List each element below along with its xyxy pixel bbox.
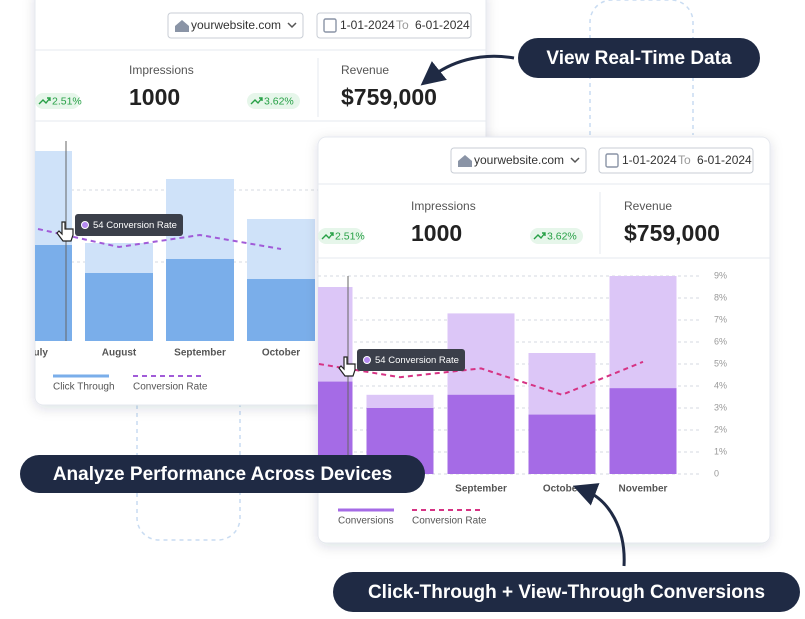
metric-value: $759,000 xyxy=(341,84,437,110)
line-series xyxy=(318,360,644,396)
metric-value: 1000 xyxy=(129,84,180,110)
banner xyxy=(333,572,800,612)
bar xyxy=(85,273,153,341)
change-badge xyxy=(530,228,583,244)
hand-cursor xyxy=(338,356,356,377)
banner-text: Click-Through + View-Through Conversions xyxy=(368,582,765,603)
card-content: yourwebsite.com 1-01-2024 To 6-01-2024 2.51%… xyxy=(28,12,486,393)
banner xyxy=(20,455,425,493)
trend-icon xyxy=(38,97,51,105)
legend-label: Click Through xyxy=(53,382,115,393)
metric-value: 1000 xyxy=(411,220,462,246)
tooltip xyxy=(357,349,465,371)
x-tick-label: October xyxy=(262,348,300,359)
y-tick-label: 5% xyxy=(714,358,727,368)
arrow xyxy=(420,54,515,86)
date-to: 6-01-2024 xyxy=(697,153,752,167)
bar xyxy=(247,279,315,341)
site-select[interactable] xyxy=(450,147,587,174)
date-select[interactable] xyxy=(316,12,472,39)
metric-value: $759,000 xyxy=(624,220,720,246)
front-card: yourwebsite.com 1-01-2024 To 6-01-2024 2.51%… xyxy=(317,136,771,544)
change-value: 3.62% xyxy=(264,95,294,107)
x-tick-label: July xyxy=(28,348,48,359)
date-from: 1-01-2024 xyxy=(340,18,395,32)
site-select[interactable] xyxy=(167,12,304,39)
tooltip-dot xyxy=(363,356,371,364)
change-badge xyxy=(247,93,300,109)
calendar-icon xyxy=(323,18,337,33)
hand-cursor xyxy=(56,221,74,242)
bar xyxy=(166,259,234,341)
metric-label: Impressions xyxy=(411,199,476,213)
bar xyxy=(447,394,515,474)
y-tick-label: 1% xyxy=(714,446,727,456)
bar xyxy=(35,245,72,341)
date-from: 1-01-2024 xyxy=(622,153,677,167)
tooltip xyxy=(75,214,183,236)
date-select[interactable] xyxy=(598,147,754,174)
x-tick-label: September xyxy=(455,484,507,495)
y-tick-label: 4% xyxy=(714,380,727,390)
metric-label: Revenue xyxy=(341,63,389,77)
x-tick-label: October xyxy=(543,484,581,495)
trend-icon xyxy=(250,97,263,105)
y-tick-label: 7% xyxy=(714,314,727,324)
site-name: yourwebsite.com xyxy=(191,18,281,32)
trend-icon xyxy=(321,232,334,240)
calendar-icon xyxy=(605,153,619,168)
x-tick-label: August xyxy=(102,348,137,359)
change-value: 2.51% xyxy=(335,230,365,242)
chevron-icon xyxy=(287,22,297,29)
date-to: 6-01-2024 xyxy=(415,18,470,32)
legend-label: Conversions xyxy=(338,516,394,527)
date-to-label: To xyxy=(678,153,691,167)
banner xyxy=(518,38,760,78)
card-content: yourwebsite.com 1-01-2024 To 6-01-2024 2.51%… xyxy=(318,147,770,527)
bar xyxy=(528,414,596,474)
bar xyxy=(609,388,677,474)
banner-text: View Real-Time Data xyxy=(546,48,732,69)
y-tick-label: 3% xyxy=(714,402,727,412)
decor-line xyxy=(136,405,241,541)
legend-label: Conversion Rate xyxy=(412,516,487,527)
tooltip-text: 54 Conversion Rate xyxy=(375,355,459,366)
y-tick-label: 2% xyxy=(714,424,727,434)
trend-icon xyxy=(533,232,546,240)
metric-label: Revenue xyxy=(624,199,672,213)
home-icon xyxy=(175,20,189,32)
date-to-label: To xyxy=(396,18,409,32)
change-value: 2.51% xyxy=(52,95,82,107)
home-icon xyxy=(458,155,472,167)
metric-label: Impressions xyxy=(129,63,194,77)
site-name: yourwebsite.com xyxy=(474,153,564,167)
banner-text: Analyze Performance Across Devices xyxy=(53,464,392,485)
decor-line xyxy=(589,0,694,135)
y-tick-label: 6% xyxy=(714,336,727,346)
change-value: 3.62% xyxy=(547,230,577,242)
y-tick-label: 0 xyxy=(714,468,719,478)
chevron-icon xyxy=(570,157,580,164)
tooltip-dot xyxy=(81,221,89,229)
arrow xyxy=(572,483,626,567)
y-tick-label: 8% xyxy=(714,292,727,302)
y-tick-label: 9% xyxy=(714,270,727,280)
x-tick-label: November xyxy=(619,484,668,495)
legend-label: Conversion Rate xyxy=(133,382,208,393)
x-tick-label: September xyxy=(174,348,226,359)
tooltip-text: 54 Conversion Rate xyxy=(93,220,177,231)
change-badge xyxy=(318,228,363,244)
change-badge xyxy=(35,93,80,109)
banners: View Real-Time Data Analyze Performance A… xyxy=(20,38,800,612)
